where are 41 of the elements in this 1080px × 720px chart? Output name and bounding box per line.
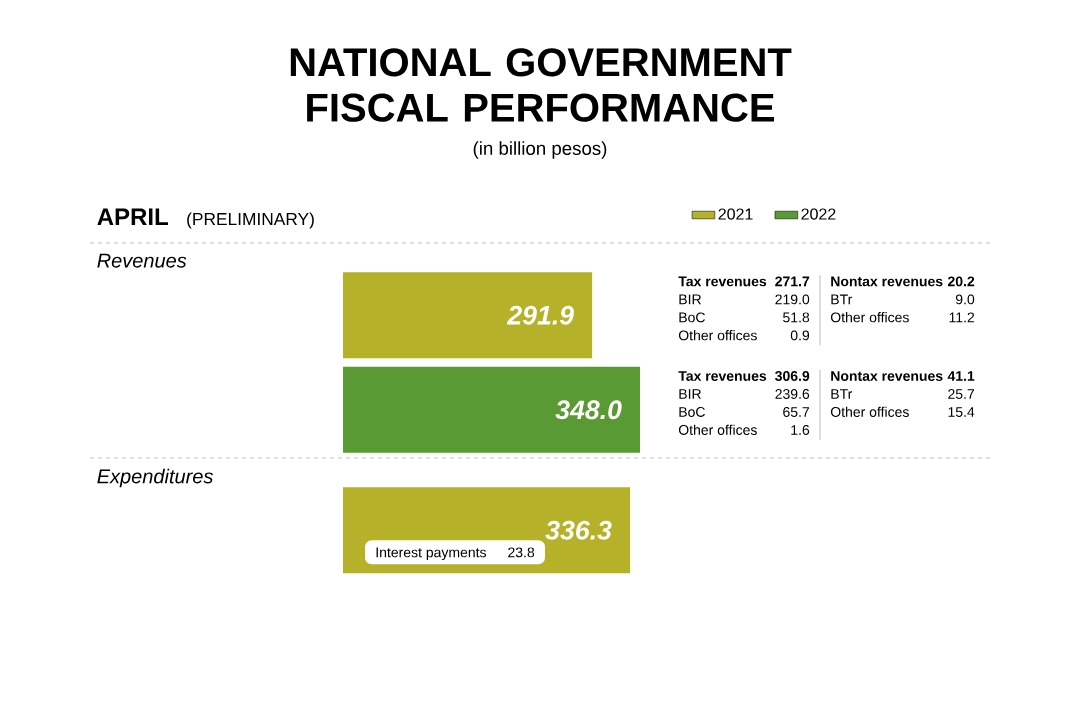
chart-title: NATIONAL GOVERNMENT FISCAL PERFORMANCE — [290, 48, 792, 122]
text: 25.7 — [948, 389, 975, 399]
text: 0.9 — [790, 330, 810, 341]
chart-subtitle: (in billion pesos) — [473, 141, 607, 159]
text: BTr — [831, 294, 853, 305]
text: BIR — [679, 389, 701, 399]
annotation: 23.8 — [508, 547, 535, 558]
text: Tax revenues — [678, 371, 767, 381]
text: (PRELIMINARY) — [187, 212, 314, 229]
annotation: Interest payments — [376, 547, 487, 561]
text: 271.7 — [775, 276, 810, 287]
y-tick-label: Expenditures — [97, 468, 214, 488]
data-label: 291.9 — [506, 305, 574, 325]
text: 9.0 — [955, 294, 975, 305]
text: BoC — [679, 407, 705, 417]
text: 219.0 — [775, 294, 810, 305]
data-label: 336.3 — [545, 520, 612, 540]
text: 239.6 — [775, 389, 810, 399]
text: 306.9 — [775, 371, 810, 381]
text: Nontax revenues — [831, 371, 943, 381]
text: 1.6 — [791, 425, 810, 435]
text: BIR — [679, 294, 701, 305]
text: 11.2 — [949, 312, 975, 323]
legend-label: 2021 — [718, 208, 753, 220]
y-tick-label: Revenues — [97, 253, 187, 268]
text: Other offices — [830, 406, 909, 417]
text: APRIL — [97, 208, 168, 225]
text: BTr — [831, 389, 853, 399]
text: 15.4 — [948, 407, 975, 417]
text: Other offices — [678, 424, 757, 435]
text: Other offices — [678, 330, 757, 341]
text: BoC — [679, 312, 705, 323]
data-label: 348.0 — [555, 400, 622, 420]
text: 20.2 — [947, 276, 975, 287]
text: Nontax revenues — [831, 276, 943, 287]
text: 51.8 — [783, 312, 810, 323]
text: 65.7 — [783, 407, 810, 417]
text: Other offices — [830, 312, 909, 323]
text: Tax revenues — [678, 276, 767, 287]
legend-label: 2022 — [801, 208, 836, 220]
text: 41.1 — [947, 371, 975, 381]
